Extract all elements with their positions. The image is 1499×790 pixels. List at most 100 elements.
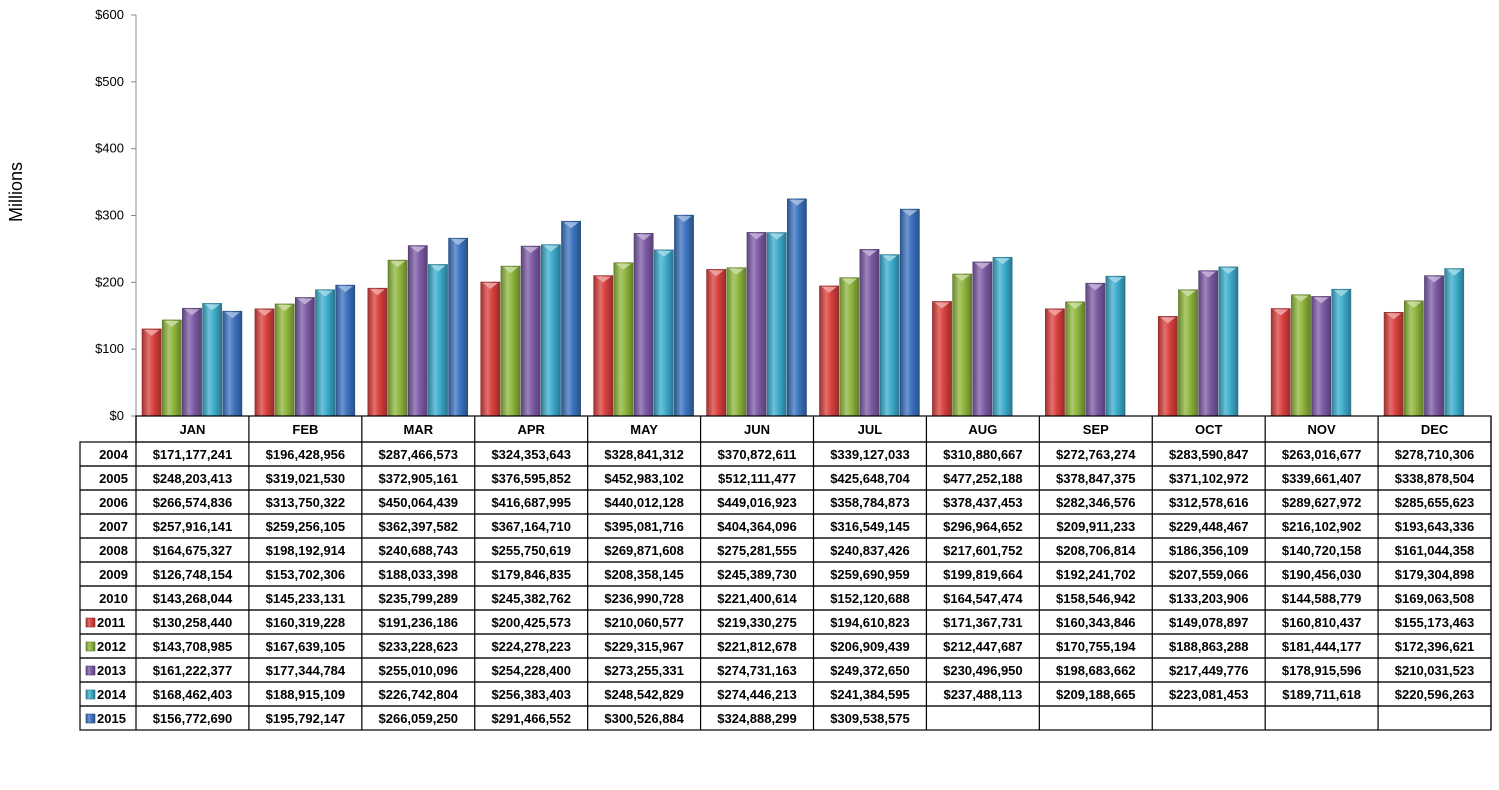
bar-2011-mar bbox=[367, 287, 388, 417]
category-label: MAR bbox=[403, 422, 433, 437]
bar-2014-apr bbox=[540, 244, 561, 417]
bar-2012-apr bbox=[500, 265, 521, 417]
bar-2014-aug bbox=[992, 256, 1013, 417]
data-cell: $339,661,407 bbox=[1282, 471, 1362, 486]
data-cell: $130,258,440 bbox=[153, 615, 233, 630]
data-cell: $370,872,611 bbox=[718, 447, 797, 462]
data-cell: $200,425,573 bbox=[491, 615, 571, 630]
bar-2014-jan bbox=[202, 303, 223, 417]
data-cell: $358,784,873 bbox=[830, 495, 910, 510]
bar-2011-jul bbox=[819, 285, 839, 417]
bar-cap-2012-oct bbox=[1180, 290, 1196, 297]
bar-cap-2012-apr bbox=[502, 267, 519, 274]
data-cell: $367,164,710 bbox=[491, 519, 571, 534]
bar-cap-2012-mar bbox=[390, 261, 406, 268]
bar-2015-feb bbox=[335, 284, 356, 417]
data-cell: $126,748,154 bbox=[153, 567, 233, 582]
bar-2015-may bbox=[674, 214, 694, 417]
bar-2015-jan bbox=[222, 310, 243, 417]
bar-cap-2011-aug bbox=[934, 302, 950, 309]
bar-cap-2011-jun bbox=[708, 270, 724, 277]
bar-cap-2013-may bbox=[636, 234, 652, 241]
bar-cap-2012-jun bbox=[728, 268, 744, 275]
data-cell: $287,466,573 bbox=[379, 447, 459, 462]
series-label: 2006 bbox=[99, 495, 128, 510]
bar-2013-aug bbox=[972, 261, 993, 417]
data-cell: $186,356,109 bbox=[1169, 543, 1249, 558]
category-label: DEC bbox=[1421, 422, 1449, 437]
data-cell: $152,120,688 bbox=[830, 591, 910, 606]
bar-2011-aug bbox=[932, 301, 952, 417]
category-label: JUN bbox=[744, 422, 770, 437]
data-cell: $170,755,194 bbox=[1056, 639, 1136, 654]
data-cell: $210,060,577 bbox=[604, 615, 684, 630]
series-label: 2007 bbox=[99, 519, 128, 534]
data-cell: $189,711,618 bbox=[1282, 687, 1361, 702]
bar-cap-2011-sep bbox=[1047, 309, 1063, 316]
data-cell: $164,675,327 bbox=[153, 543, 233, 558]
data-cell: $309,538,575 bbox=[830, 711, 910, 726]
series-label: 2010 bbox=[99, 591, 128, 606]
bar-2011-oct bbox=[1157, 316, 1178, 417]
data-cell: $512,111,477 bbox=[718, 471, 796, 486]
data-cell: $378,847,375 bbox=[1056, 471, 1136, 486]
data-cell: $254,228,400 bbox=[491, 663, 571, 678]
data-cell: $217,449,776 bbox=[1169, 663, 1249, 678]
bar-2015-jun bbox=[787, 198, 807, 417]
data-cell: $310,880,667 bbox=[943, 447, 1023, 462]
bar-2012-mar bbox=[387, 259, 408, 417]
bar-cap-2014-may bbox=[656, 250, 672, 257]
data-cell: $449,016,923 bbox=[717, 495, 797, 510]
data-cell: $291,466,552 bbox=[491, 711, 571, 726]
bar-cap-2015-jul bbox=[902, 210, 918, 217]
data-cell: $249,372,650 bbox=[830, 663, 910, 678]
category-label: NOV bbox=[1308, 422, 1337, 437]
data-cell: $188,033,398 bbox=[379, 567, 459, 582]
y-tick-label: $300 bbox=[95, 208, 124, 223]
data-cell: $256,383,403 bbox=[491, 687, 571, 702]
table-row bbox=[79, 705, 1492, 731]
bar-2011-sep bbox=[1045, 308, 1065, 417]
bar-cap-2011-jan bbox=[144, 329, 160, 336]
bar-2014-feb bbox=[315, 289, 335, 417]
data-cell: $217,601,752 bbox=[943, 543, 1023, 558]
bar-2014-dec bbox=[1444, 268, 1465, 417]
series-label: 2009 bbox=[99, 567, 128, 582]
data-cell: $440,012,128 bbox=[604, 495, 684, 510]
data-cell: $192,241,702 bbox=[1056, 567, 1136, 582]
bar-cap-2013-mar bbox=[410, 246, 426, 253]
category-label: FEB bbox=[292, 422, 318, 437]
data-cell: $404,364,096 bbox=[717, 519, 797, 534]
y-tick-label: $0 bbox=[110, 408, 124, 423]
bar-2014-jul bbox=[879, 254, 900, 417]
bar-cap-2014-jan bbox=[204, 304, 220, 311]
data-cell: $263,016,677 bbox=[1282, 447, 1362, 462]
category-label: OCT bbox=[1195, 422, 1223, 437]
data-cell: $194,610,823 bbox=[830, 615, 910, 630]
data-cell: $240,688,743 bbox=[379, 543, 459, 558]
data-cell: $193,643,336 bbox=[1395, 519, 1475, 534]
data-cell: $209,911,233 bbox=[1056, 519, 1135, 534]
bar-cap-2013-oct bbox=[1200, 271, 1216, 278]
bar-cap-2015-jun bbox=[789, 199, 805, 206]
legend-key-2011 bbox=[85, 617, 96, 628]
legend-key-2012 bbox=[85, 641, 96, 652]
bar-cap-2013-aug bbox=[974, 262, 990, 269]
bar-cap-2011-nov bbox=[1273, 309, 1289, 316]
data-cell: $188,863,288 bbox=[1169, 639, 1249, 654]
data-cell: $240,837,426 bbox=[830, 543, 910, 558]
data-cell: $282,346,576 bbox=[1056, 495, 1136, 510]
data-cell: $160,319,228 bbox=[266, 615, 346, 630]
bar-cap-2014-aug bbox=[994, 258, 1011, 265]
data-cell: $255,010,096 bbox=[379, 663, 459, 678]
data-cell: $158,546,942 bbox=[1056, 591, 1136, 606]
data-cell: $278,710,306 bbox=[1395, 447, 1475, 462]
category-label: APR bbox=[517, 422, 545, 437]
data-cell: $149,078,897 bbox=[1169, 615, 1249, 630]
bar-cap-2015-apr bbox=[563, 222, 579, 229]
data-cell: $155,173,463 bbox=[1395, 615, 1475, 630]
data-cell: $207,559,066 bbox=[1169, 567, 1249, 582]
data-cell: $266,574,836 bbox=[153, 495, 233, 510]
bar-2013-jun bbox=[746, 232, 767, 417]
